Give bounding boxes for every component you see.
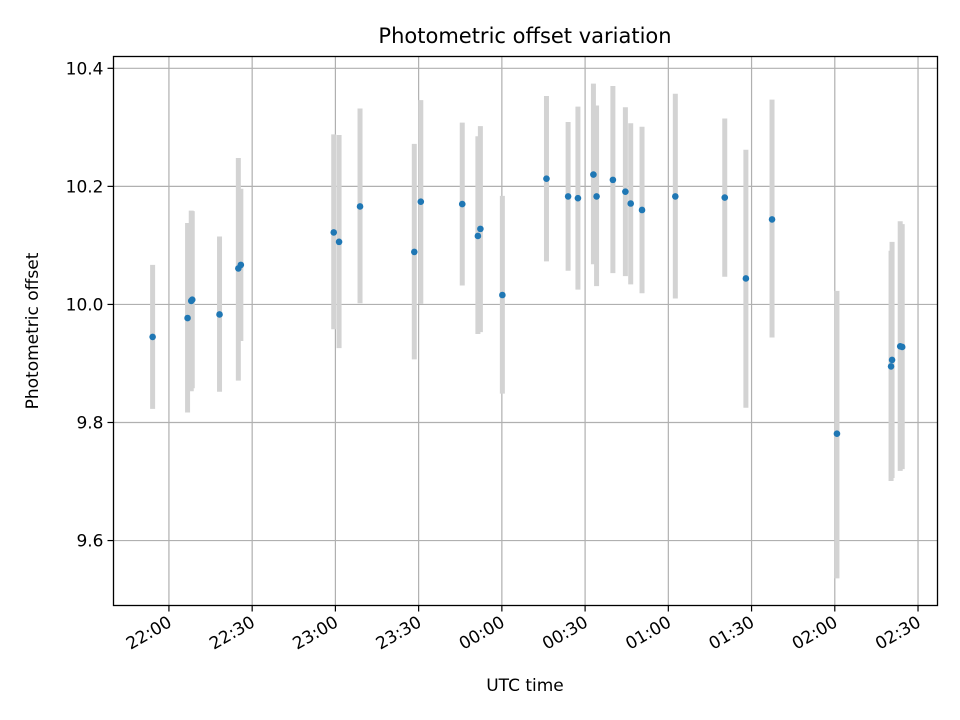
- data-point: [474, 232, 482, 240]
- y-tick-label: 9.8: [76, 414, 103, 434]
- data-point: [590, 171, 597, 178]
- data-point: [564, 193, 572, 200]
- y-tick-label: 10.4: [66, 59, 104, 79]
- data-point: [458, 200, 466, 208]
- data-point: [411, 248, 418, 256]
- y-axis-ticks: 9.6 9.8 10.0 10.2 10.4: [66, 59, 114, 552]
- y-axis-label: Photometric offset: [23, 252, 43, 409]
- y-tick-label: 10.2: [66, 177, 104, 197]
- data-point: [627, 200, 635, 207]
- data-point: [417, 198, 425, 206]
- data-point: [742, 275, 750, 282]
- data-point: [149, 333, 156, 341]
- data-point: [833, 430, 841, 438]
- data-point: [188, 296, 196, 304]
- y-tick-label: 10.0: [66, 295, 104, 315]
- plot-frame: [112, 55, 939, 607]
- data-point: [638, 206, 646, 214]
- data-point: [356, 203, 364, 210]
- chart-title: Photometric offset variation: [378, 24, 671, 48]
- data-points: [149, 171, 906, 438]
- data-point: [888, 356, 896, 364]
- data-point: [768, 216, 776, 223]
- x-axis-label: UTC time: [486, 676, 564, 696]
- data-point: [609, 176, 617, 184]
- data-point: [330, 229, 338, 236]
- data-point: [593, 193, 600, 200]
- data-point: [499, 291, 506, 299]
- data-point: [335, 238, 343, 246]
- data-point: [622, 188, 629, 195]
- data-point: [574, 194, 582, 202]
- data-point: [543, 175, 550, 182]
- data-point: [672, 193, 679, 200]
- data-point: [477, 225, 484, 233]
- data-point: [237, 261, 245, 269]
- y-tick-label: 9.6: [76, 532, 103, 552]
- data-point: [887, 363, 895, 370]
- data-point: [216, 311, 223, 318]
- data-point: [721, 194, 729, 201]
- data-point: [898, 343, 906, 351]
- data-point: [184, 314, 191, 322]
